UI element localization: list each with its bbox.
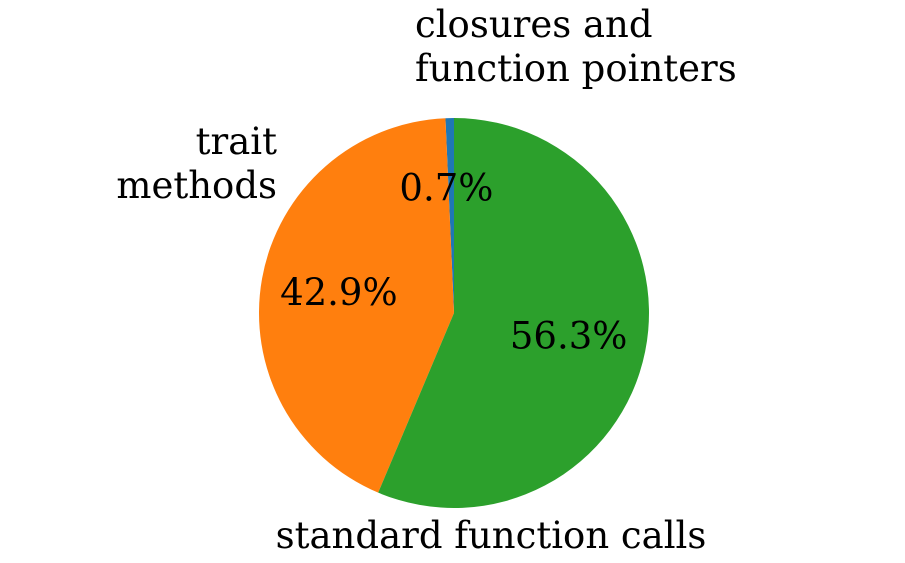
pie-pct-label-1: 42.9% — [280, 271, 398, 314]
pie-slice-0 — [445, 118, 454, 313]
pie-slice-2 — [378, 118, 649, 508]
pie-slice-1 — [258, 118, 454, 493]
pie-category-label-line: standard function calls — [276, 514, 707, 557]
pie-category-label-line: function pointers — [415, 47, 737, 90]
pie-category-label-line: closures and — [415, 3, 653, 46]
pie-pct-label-2: 56.3% — [510, 315, 628, 358]
pie-category-label-line: methods — [116, 164, 277, 207]
pie-category-label-0: closures and function pointers — [415, 3, 737, 90]
pie-category-label-line: trait — [196, 120, 277, 163]
pie-pct-label-0: 0.7% — [399, 167, 493, 210]
pie-category-label-1: trait methods — [116, 120, 277, 207]
pie-category-label-2: standard function calls — [276, 514, 707, 557]
